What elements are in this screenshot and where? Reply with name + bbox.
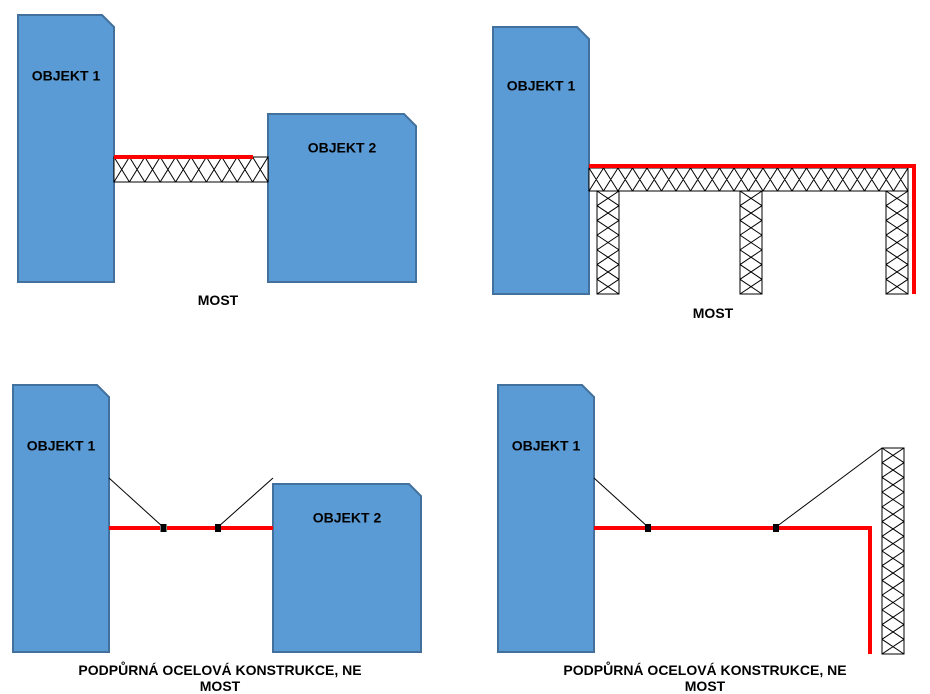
- caption-p4: PODPŮRNÁ OCELOVÁ KONSTRUKCE, NE MOST: [550, 662, 860, 694]
- svg-text:OBJEKT 1: OBJEKT 1: [27, 438, 96, 454]
- svg-text:OBJEKT 1: OBJEKT 1: [507, 78, 576, 94]
- caption-p3: PODPŮRNÁ OCELOVÁ KONSTRUKCE, NE MOST: [65, 662, 375, 694]
- diagram-svg: OBJEKT 1 OBJEKT 2 OBJEKT 1 OBJEKT 1 OBJEKT 2…: [0, 0, 930, 694]
- caption-p2: MOST: [673, 305, 753, 321]
- svg-text:OBJEKT 2: OBJEKT 2: [313, 510, 382, 526]
- caption-p1: MOST: [178, 292, 258, 308]
- svg-text:OBJEKT 2: OBJEKT 2: [308, 140, 377, 156]
- svg-text:OBJEKT 1: OBJEKT 1: [32, 68, 101, 84]
- svg-text:OBJEKT 1: OBJEKT 1: [512, 438, 581, 454]
